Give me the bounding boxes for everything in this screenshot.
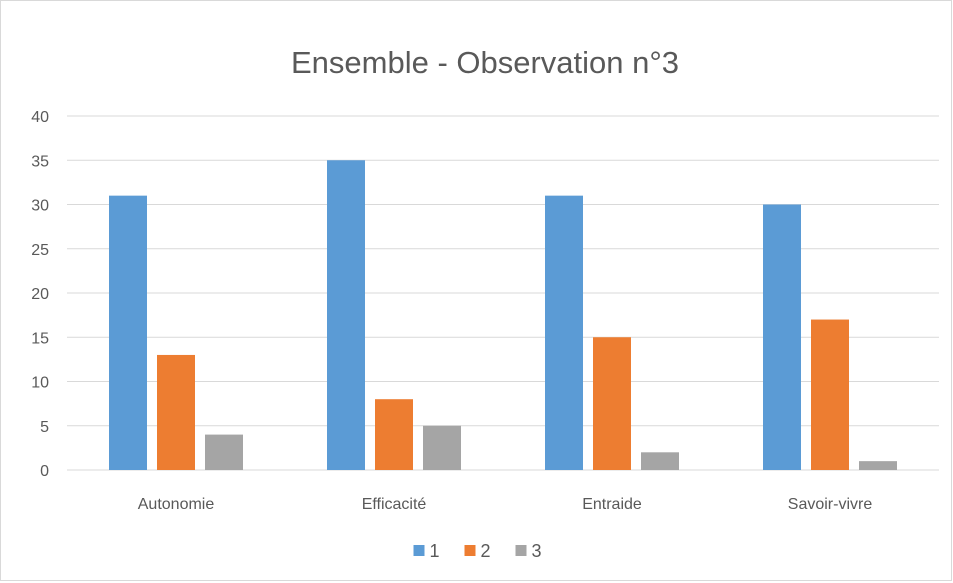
y-tick-label: 5 <box>40 419 49 436</box>
category-labels: Autonomie Efficacité Entraide Savoir-vivre <box>138 496 873 513</box>
category-label: Entraide <box>582 496 642 513</box>
category-label: Savoir-vivre <box>788 496 873 513</box>
legend-swatch <box>413 545 425 556</box>
y-tick-label: 0 <box>40 463 49 480</box>
bar-autonomie-series-2 <box>157 354 195 470</box>
bar-efficacit--series-2 <box>375 399 413 470</box>
bar-savoir-vivre-series-1 <box>763 204 801 470</box>
bar-entraide-series-1 <box>545 195 583 470</box>
y-axis-ticks: 0 5 10 15 20 25 30 35 40 <box>31 109 49 480</box>
chart-title: Ensemble - Observation n°3 <box>291 45 679 80</box>
legend-label: 1 <box>430 541 440 561</box>
legend: 1 2 3 <box>413 541 542 561</box>
y-tick-label: 15 <box>31 330 49 347</box>
bar-autonomie-series-1 <box>109 195 147 470</box>
gridlines <box>67 115 939 471</box>
bar-autonomie-series-3 <box>205 434 243 470</box>
legend-label: 3 <box>532 541 542 561</box>
y-tick-label: 35 <box>31 153 49 170</box>
legend-label: 2 <box>481 541 491 561</box>
y-tick-label: 25 <box>31 242 49 259</box>
bar-entraide-series-2 <box>593 337 631 470</box>
bar-savoir-vivre-series-2 <box>811 319 849 470</box>
legend-swatch <box>515 545 527 556</box>
y-tick-label: 10 <box>31 375 49 392</box>
category-label: Efficacité <box>362 496 427 513</box>
y-tick-label: 20 <box>31 286 49 303</box>
bar-entraide-series-3 <box>641 452 679 470</box>
y-tick-label: 30 <box>31 198 49 215</box>
y-tick-label: 40 <box>31 109 49 126</box>
bar-efficacit--series-1 <box>327 160 365 470</box>
bar-savoir-vivre-series-3 <box>859 461 897 470</box>
bars <box>109 160 897 470</box>
bar-efficacit--series-3 <box>423 425 461 470</box>
category-label: Autonomie <box>138 496 215 513</box>
legend-swatch <box>464 545 476 556</box>
